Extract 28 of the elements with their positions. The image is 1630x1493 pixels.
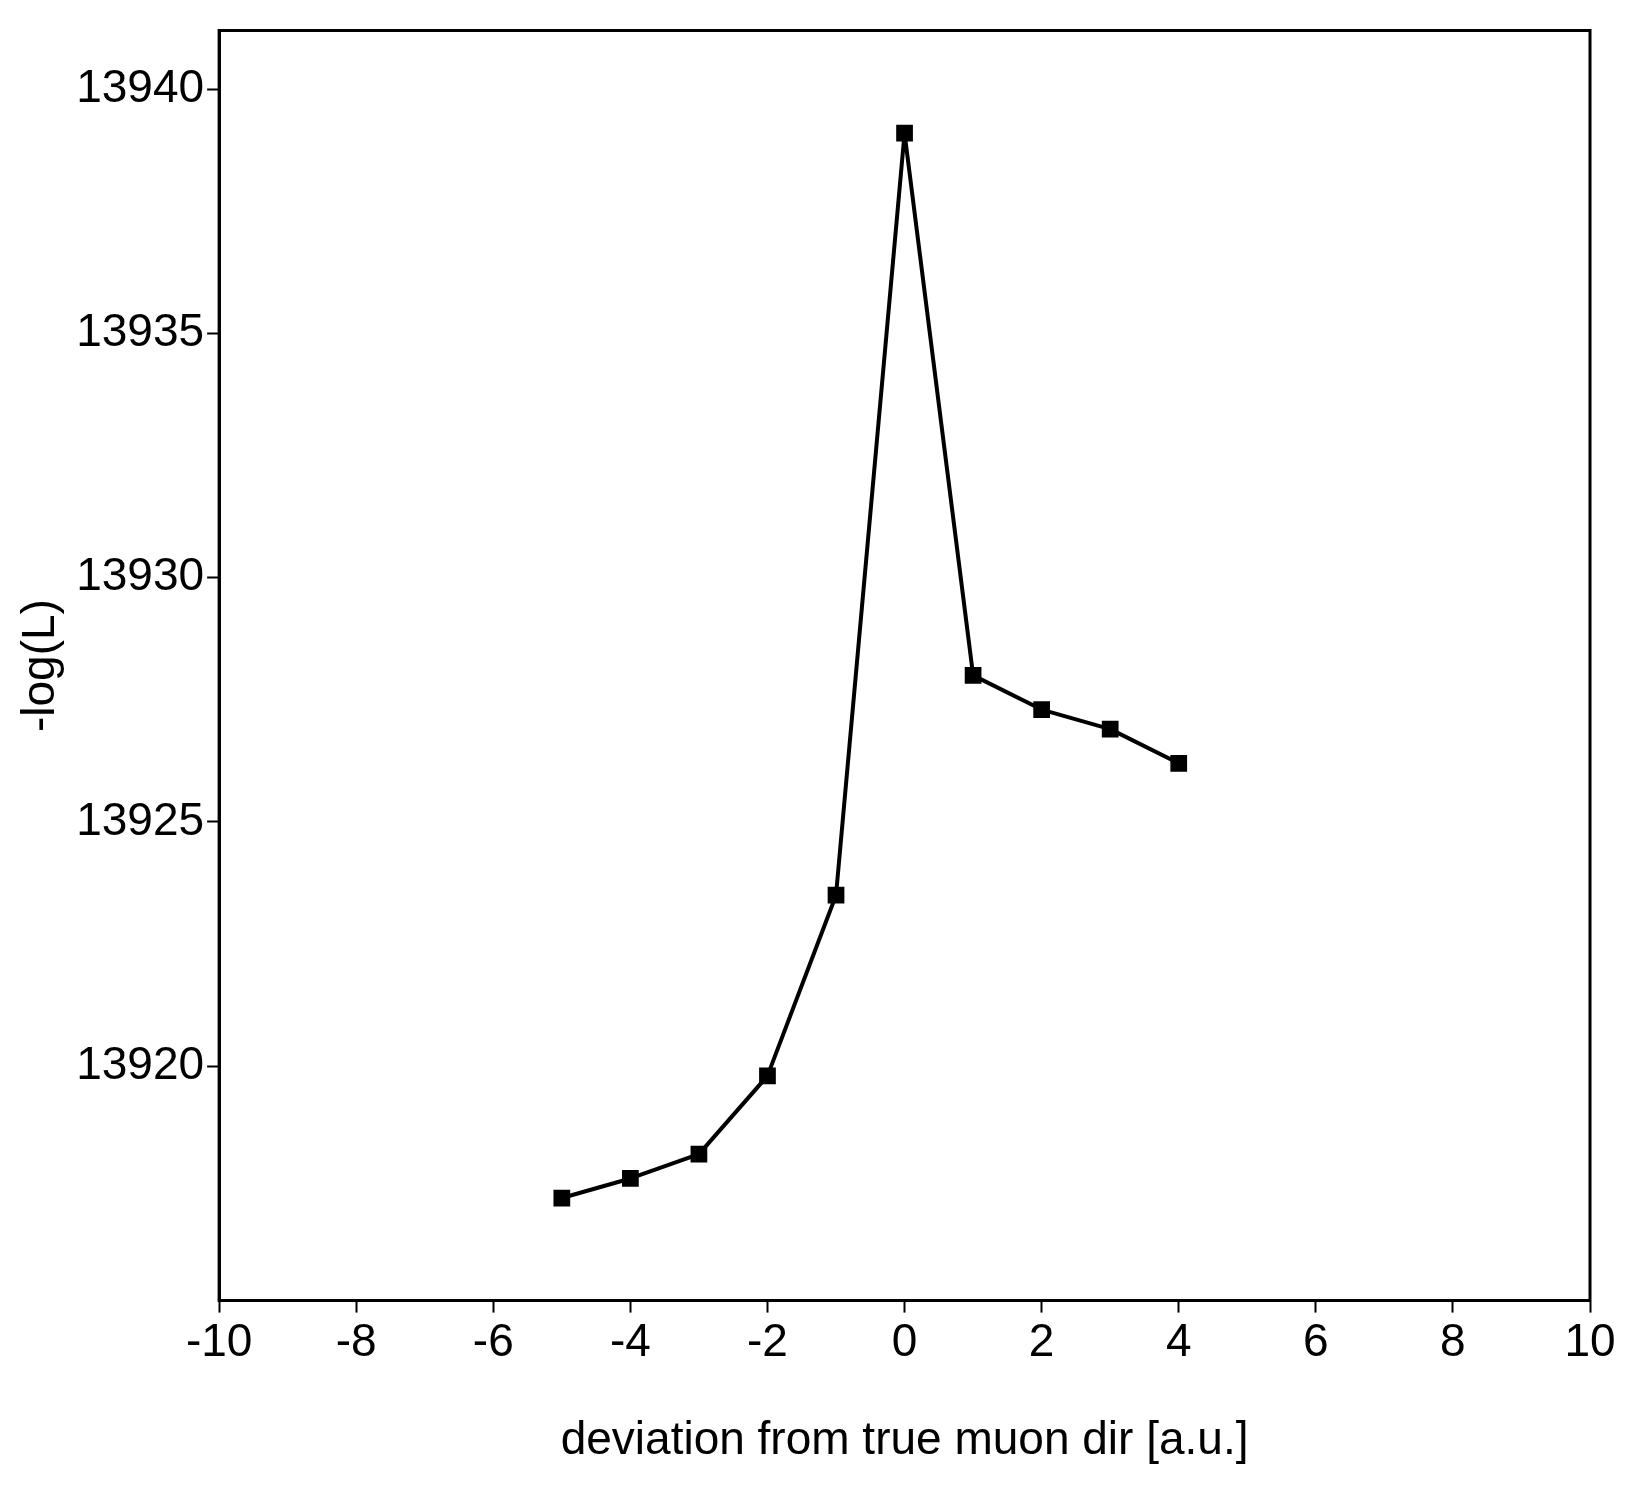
point: [1033, 701, 1051, 718]
x-tick-label: 0: [891, 1313, 918, 1366]
x-tick-label: -10: [185, 1313, 253, 1366]
x-tick-label: 10: [1564, 1313, 1616, 1366]
x-axis-title: deviation from true muon dir [a.u.]: [560, 1412, 1249, 1465]
x-tick-label: 8: [1440, 1313, 1466, 1366]
y-tick-label: 13940: [76, 59, 205, 112]
y-tick-label: 13935: [76, 304, 205, 357]
y-axis-title: -log(L): [12, 599, 65, 733]
x-tick-label: -4: [609, 1313, 651, 1366]
point: [759, 1067, 776, 1085]
point: [1101, 720, 1119, 738]
point: [690, 1145, 708, 1163]
point: [1170, 754, 1188, 772]
point: [964, 667, 982, 684]
y-tick-label: 13925: [76, 792, 205, 845]
x-tick-label: 2: [1028, 1313, 1055, 1366]
y-tick-label: 13930: [76, 548, 205, 601]
point: [553, 1189, 571, 1207]
x-tick-label: -6: [472, 1313, 514, 1366]
point: [896, 124, 913, 142]
point: [827, 886, 845, 904]
y-tick-label: 13920: [76, 1036, 205, 1089]
point: [622, 1170, 639, 1187]
x-tick-label: 6: [1303, 1313, 1329, 1366]
x-tick-label: -8: [335, 1313, 377, 1366]
x-tick-label: 4: [1165, 1313, 1192, 1366]
x-tick-label: -2: [747, 1313, 788, 1366]
